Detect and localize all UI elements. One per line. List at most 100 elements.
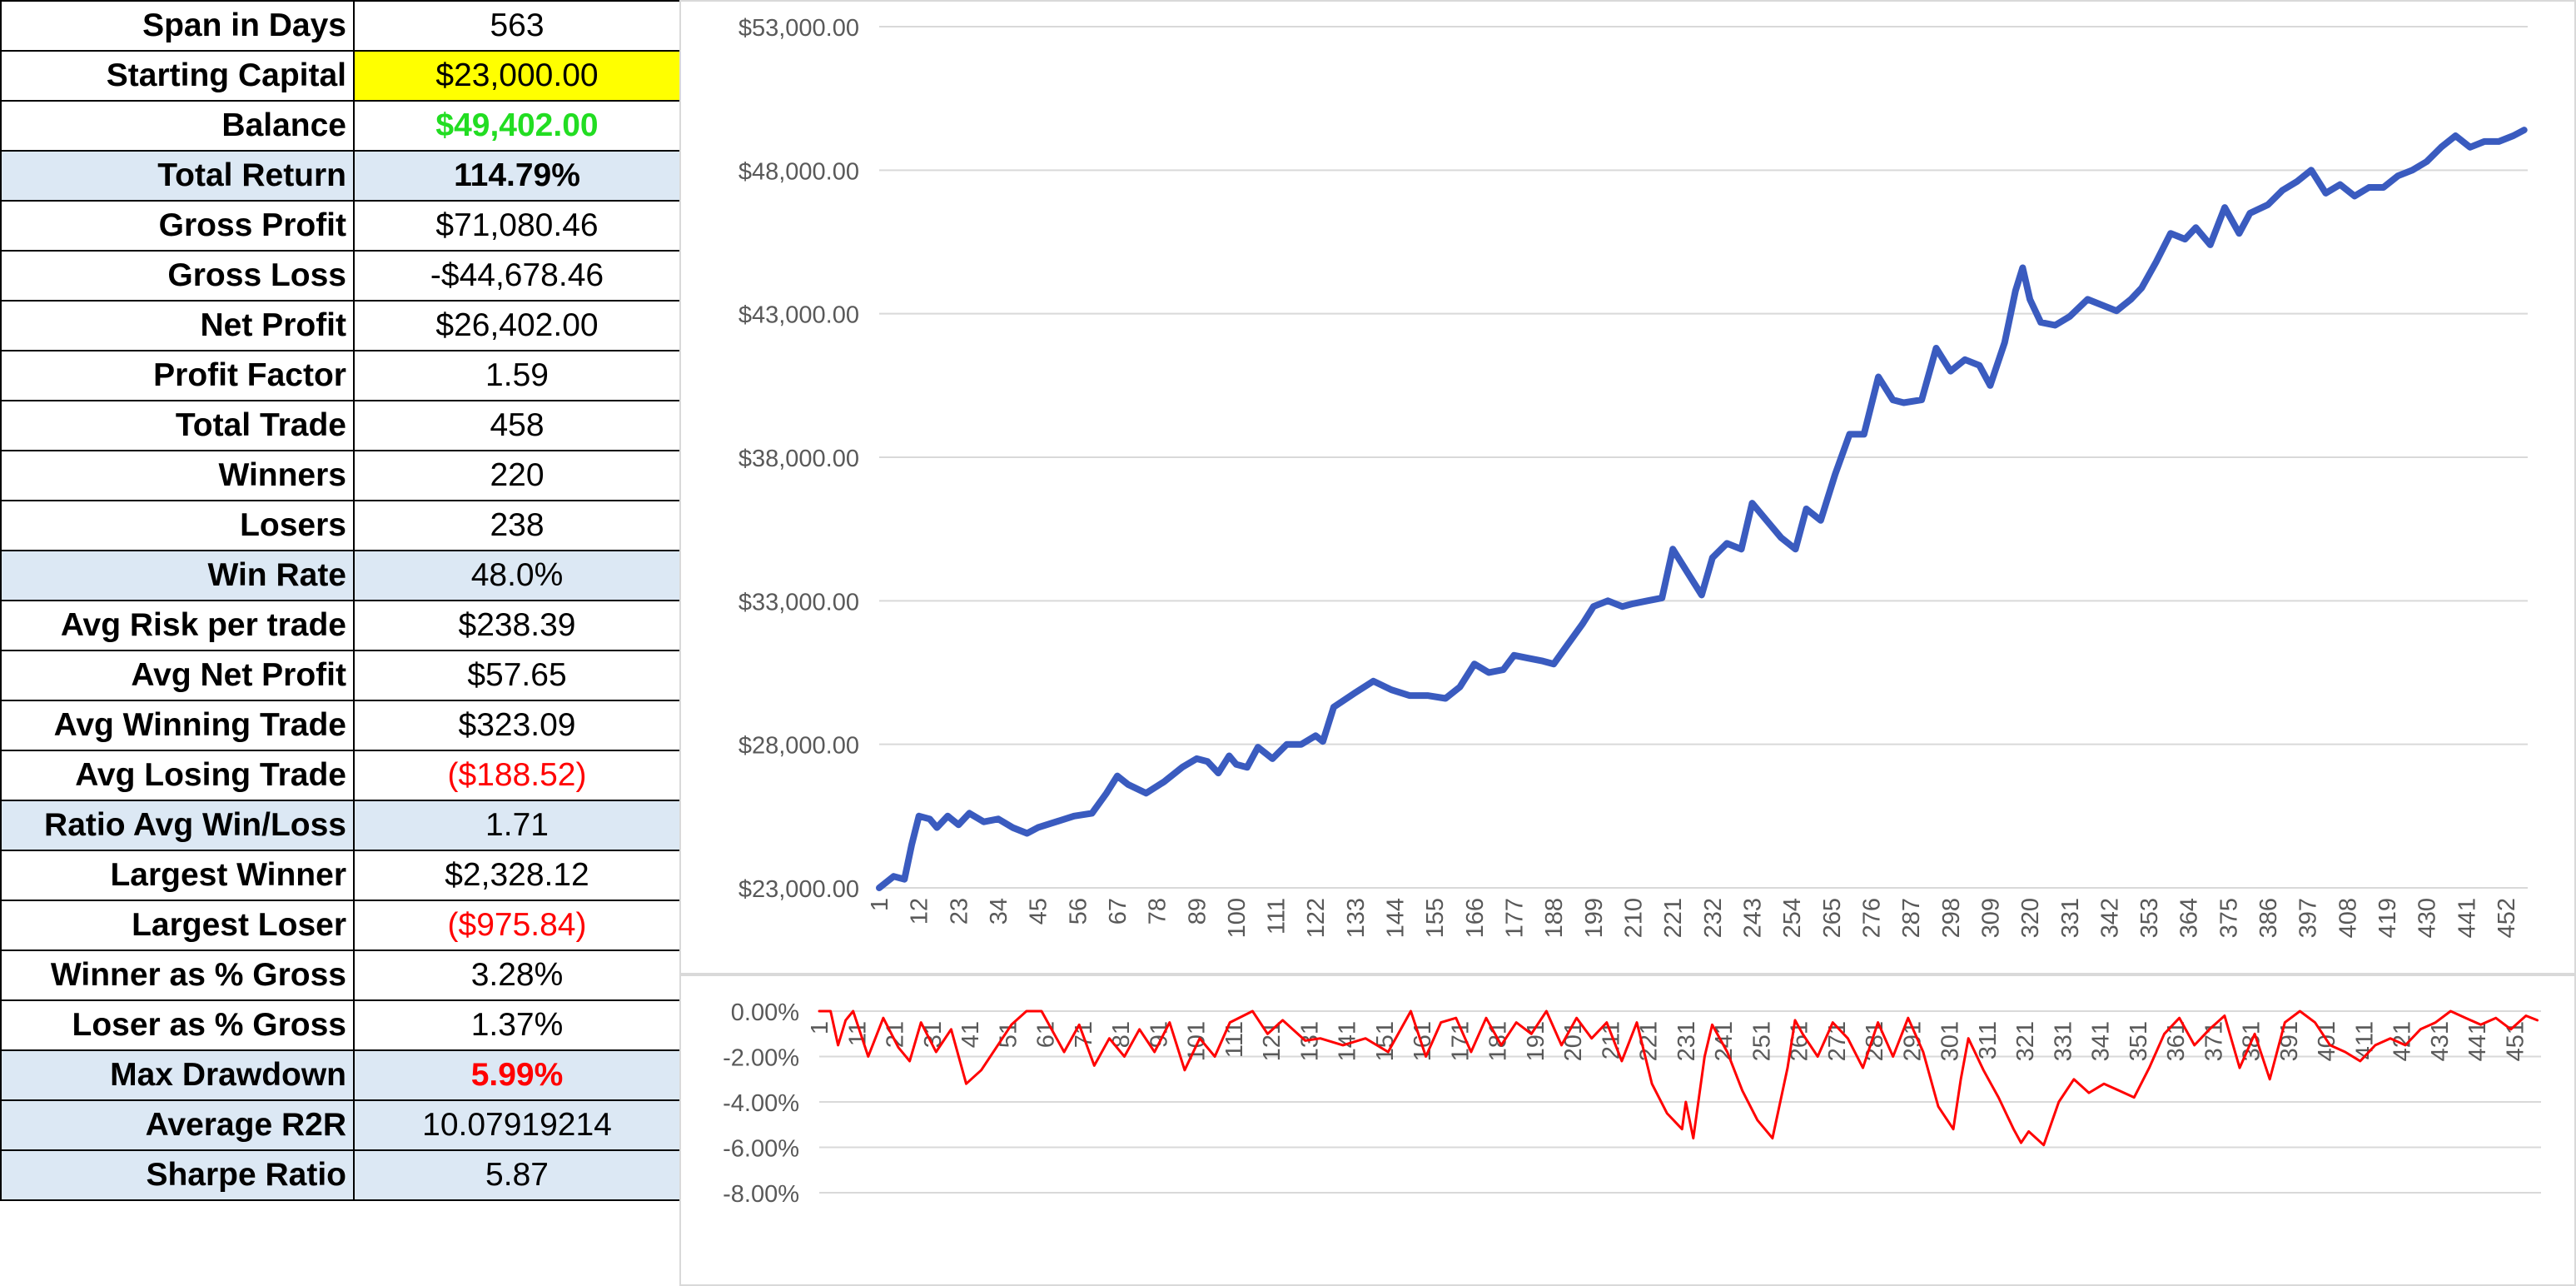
x-tick-label: 430: [2414, 898, 2441, 938]
stat-row: Avg Winning Trade $323.09: [0, 700, 681, 751]
stat-label: Total Return: [0, 150, 355, 202]
stat-row: Balance $49,402.00: [0, 100, 681, 152]
stat-label: Losers: [0, 500, 355, 551]
x-tick-label: 320: [2017, 898, 2044, 938]
chart-frame: [679, 974, 2576, 1286]
stat-value: 3.28%: [353, 950, 681, 1001]
stat-row: Gross Loss -$44,678.46: [0, 250, 681, 302]
x-tick-label: 397: [2295, 898, 2322, 938]
x-tick-label: 177: [1502, 898, 1529, 938]
stat-row: Ratio Avg Win/Loss 1.71: [0, 800, 681, 851]
x-tick-label: 265: [1819, 898, 1846, 938]
stat-row: Avg Net Profit $57.65: [0, 650, 681, 701]
x-tick-label: 441: [2464, 1021, 2491, 1061]
stat-row: Sharpe Ratio 5.87: [0, 1149, 681, 1201]
y-tick-label: -2.00%: [723, 1045, 799, 1072]
x-tick-label: 419: [2375, 898, 2401, 938]
x-tick-label: 353: [2136, 898, 2163, 938]
y-tick-label: $23,000.00: [738, 876, 859, 903]
stat-row: Net Profit $26,402.00: [0, 300, 681, 351]
stat-label: Total Trade: [0, 400, 355, 451]
stat-value: $26,402.00: [353, 300, 681, 351]
stat-row: Average R2R 10.07919214: [0, 1099, 681, 1151]
x-tick-label: 89: [1184, 898, 1211, 925]
stat-value: 563: [353, 0, 681, 52]
x-tick-label: 1: [807, 1021, 833, 1034]
equity-curve-chart: $23,000.00 $28,000.00 $33,000.00 $38,000.00…: [679, 0, 2576, 974]
stat-row: Largest Loser ($975.84): [0, 900, 681, 951]
stat-value: 10.07919214: [353, 1099, 681, 1151]
x-tick-label: 131: [1296, 1021, 1323, 1061]
x-tick-label: 309: [1977, 898, 2004, 938]
stat-label: Net Profit: [0, 300, 355, 351]
x-tick-label: 276: [1858, 898, 1885, 938]
x-tick-label: 321: [2012, 1021, 2039, 1061]
stat-label: Ratio Avg Win/Loss: [0, 800, 355, 851]
stat-value: $2,328.12: [353, 850, 681, 901]
x-tick-label: 254: [1779, 898, 1806, 938]
y-tick-label: $38,000.00: [738, 446, 859, 472]
stat-row: Losers 238: [0, 500, 681, 551]
x-tick-label: 221: [1636, 1021, 1663, 1061]
y-tick-label: $43,000.00: [738, 302, 859, 329]
stat-value: $57.65: [353, 650, 681, 701]
x-tick-label: 101: [1184, 1021, 1211, 1061]
stat-row: Profit Factor 1.59: [0, 350, 681, 401]
stat-value: 1.37%: [353, 999, 681, 1051]
stat-label: Largest Winner: [0, 850, 355, 901]
x-tick-label: 122: [1303, 898, 1330, 938]
y-tick-label: -8.00%: [723, 1181, 799, 1208]
stat-value: 458: [353, 400, 681, 451]
stat-value: 220: [353, 450, 681, 501]
x-tick-label: 78: [1145, 898, 1171, 925]
stat-row: Loser as % Gross 1.37%: [0, 999, 681, 1051]
stat-label: Sharpe Ratio: [0, 1149, 355, 1201]
stat-label: Avg Risk per trade: [0, 600, 355, 651]
stat-row: Win Rate 48.0%: [0, 550, 681, 601]
stat-value: 5.87: [353, 1149, 681, 1201]
drawdown-chart: -8.00%-6.00%-4.00%-2.00%0.00%1 11 21 31 41 51…: [679, 974, 2576, 1286]
x-tick-label: 188: [1541, 898, 1568, 938]
stat-row: Max Drawdown 5.99%: [0, 1049, 681, 1101]
x-tick-label: 166: [1462, 898, 1489, 938]
y-tick-label: $53,000.00: [738, 15, 859, 42]
stat-label: Gross Profit: [0, 200, 355, 252]
x-tick-label: 23: [946, 898, 972, 925]
stat-value: ($975.84): [353, 900, 681, 951]
stat-label: Span in Days: [0, 0, 355, 52]
stat-label: Largest Loser: [0, 900, 355, 951]
x-tick-label: 298: [1938, 898, 1965, 938]
x-tick-label: 386: [2255, 898, 2282, 938]
stat-label: Avg Losing Trade: [0, 750, 355, 801]
stat-row: Total Trade 458: [0, 400, 681, 451]
x-tick-label: 155: [1422, 898, 1449, 938]
stat-label: Win Rate: [0, 550, 355, 601]
x-tick-label: 331: [2050, 1021, 2076, 1061]
y-tick-label: $48,000.00: [738, 158, 859, 185]
x-tick-label: 364: [2176, 898, 2203, 938]
x-tick-label: 34: [986, 898, 1012, 925]
stat-label: Winners: [0, 450, 355, 501]
stat-value: 5.99%: [353, 1049, 681, 1101]
x-tick-label: 221: [1660, 898, 1687, 938]
x-tick-label: 133: [1343, 898, 1370, 938]
stat-row: Starting Capital $23,000.00: [0, 50, 681, 102]
x-tick-label: 12: [907, 898, 933, 925]
stat-value: 48.0%: [353, 550, 681, 601]
x-tick-label: 331: [2057, 898, 2084, 938]
y-tick-label: -6.00%: [723, 1136, 799, 1163]
x-tick-label: 311: [1975, 1021, 2002, 1059]
stat-value: 1.59: [353, 350, 681, 401]
x-tick-label: 241: [1711, 1021, 1738, 1061]
stat-row: Span in Days 563: [0, 0, 681, 52]
x-tick-label: 100: [1224, 898, 1251, 938]
series-line: [876, 127, 2528, 891]
x-tick-label: 287: [1898, 898, 1925, 938]
stat-label: Gross Loss: [0, 250, 355, 302]
y-tick-label: $33,000.00: [738, 589, 859, 616]
x-tick-label: 56: [1065, 898, 1092, 925]
x-tick-label: 232: [1700, 898, 1727, 938]
x-tick-label: 421: [2390, 1021, 2416, 1061]
x-tick-label: 41: [957, 1021, 984, 1048]
y-tick-label: -4.00%: [723, 1090, 799, 1117]
